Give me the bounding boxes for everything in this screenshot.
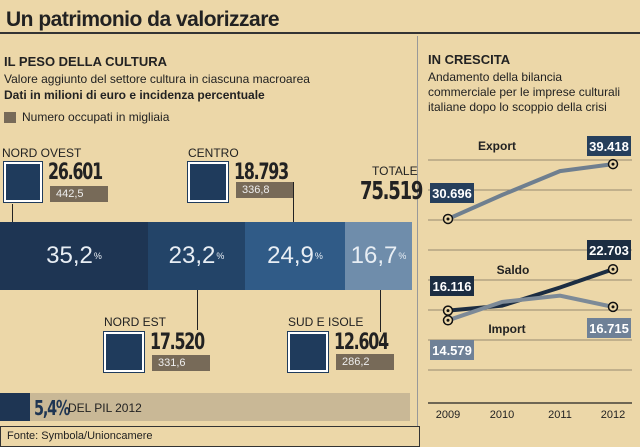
map-icon xyxy=(3,161,43,203)
share-nord-ovest: 35,2% xyxy=(0,222,148,290)
share-value: 16,7 xyxy=(350,242,398,269)
legend-label: Numero occupati in migliaia xyxy=(22,110,170,124)
pct: % xyxy=(216,251,225,261)
leader-line xyxy=(197,290,198,330)
leader-line xyxy=(380,290,381,332)
share-value: 35,2 xyxy=(46,242,93,269)
x-tick-label: 2011 xyxy=(548,409,572,421)
share-centro: 24,9% xyxy=(245,222,345,290)
data-point-center xyxy=(446,217,450,221)
left-subtitle-bold: Dati in milioni di euro e incidenza perc… xyxy=(4,88,265,102)
region-value: 12.604 xyxy=(334,330,389,355)
chart-title: IN CRESCITA xyxy=(428,52,511,67)
pct: % xyxy=(314,251,323,261)
share-value: 23,2 xyxy=(168,242,216,269)
series-name: Import xyxy=(488,322,525,336)
share-sud-isole: 16,7% xyxy=(345,222,412,290)
total-value: 75.519 xyxy=(360,176,423,205)
left-subtitle: Valore aggiunto del settore cultura in c… xyxy=(4,72,310,86)
series-name: Saldo xyxy=(497,263,530,277)
share-value: 24,9 xyxy=(267,242,314,269)
leader-line xyxy=(293,182,294,222)
region-name: CENTRO xyxy=(188,146,239,160)
data-label-box xyxy=(587,240,631,260)
region-value: 26.601 xyxy=(48,160,103,185)
data-label: 14.579 xyxy=(432,343,472,358)
total-label: TOTALE xyxy=(372,164,418,178)
map-icon xyxy=(187,161,229,203)
region-occupati: 286,2 xyxy=(336,354,394,370)
region-occupati: 331,6 xyxy=(152,355,210,371)
legend-swatch xyxy=(4,112,16,123)
page-title: Un patrimonio da valorizzare xyxy=(0,0,640,34)
data-point-center xyxy=(611,305,615,309)
map-icon xyxy=(287,331,329,373)
pct: % xyxy=(93,251,102,261)
region-name: SUD E ISOLE xyxy=(288,315,364,329)
data-label-box xyxy=(587,136,631,156)
data-label: 16.116 xyxy=(432,279,471,294)
data-label-box xyxy=(430,276,474,296)
x-tick-label: 2010 xyxy=(490,409,514,421)
left-heading: IL PESO DELLA CULTURA xyxy=(4,54,167,69)
pil-bar xyxy=(0,393,30,421)
data-point-center xyxy=(446,318,450,322)
pil-bar-bg xyxy=(30,393,410,421)
data-point-center xyxy=(446,309,450,313)
data-label: 22.703 xyxy=(589,243,629,258)
series-line-export xyxy=(447,162,614,221)
series-line-import xyxy=(447,293,614,323)
leader-line xyxy=(12,204,13,222)
series-name: Export xyxy=(478,139,516,153)
region-name: NORD EST xyxy=(104,315,167,329)
region-name: NORD OVEST xyxy=(2,146,82,160)
data-point-center xyxy=(611,267,615,271)
share-nord-est: 23,2% xyxy=(148,222,245,290)
divider xyxy=(417,36,418,426)
data-label: 30.696 xyxy=(432,186,472,201)
data-label: 39.418 xyxy=(589,139,629,154)
pil-value: 5,4% xyxy=(34,396,70,420)
data-label-box xyxy=(430,183,474,203)
region-value: 18.793 xyxy=(234,160,289,185)
region-value: 17.520 xyxy=(150,330,205,355)
x-tick-label: 2009 xyxy=(436,409,460,421)
region-occupati: 442,5 xyxy=(50,186,108,202)
data-label-box xyxy=(430,340,474,360)
series-line-saldo xyxy=(447,267,614,313)
x-tick-label: 2012 xyxy=(601,409,625,421)
data-label: 16.715 xyxy=(589,321,629,336)
data-label-box xyxy=(587,318,631,338)
pil-label: DEL PIL 2012 xyxy=(68,401,142,415)
map-icon xyxy=(103,331,145,373)
region-occupati: 336,8 xyxy=(236,182,294,198)
data-point-center xyxy=(611,162,615,166)
pct: % xyxy=(398,251,407,261)
chart-subtitle: Andamento della bilancia commerciale per… xyxy=(428,70,621,114)
